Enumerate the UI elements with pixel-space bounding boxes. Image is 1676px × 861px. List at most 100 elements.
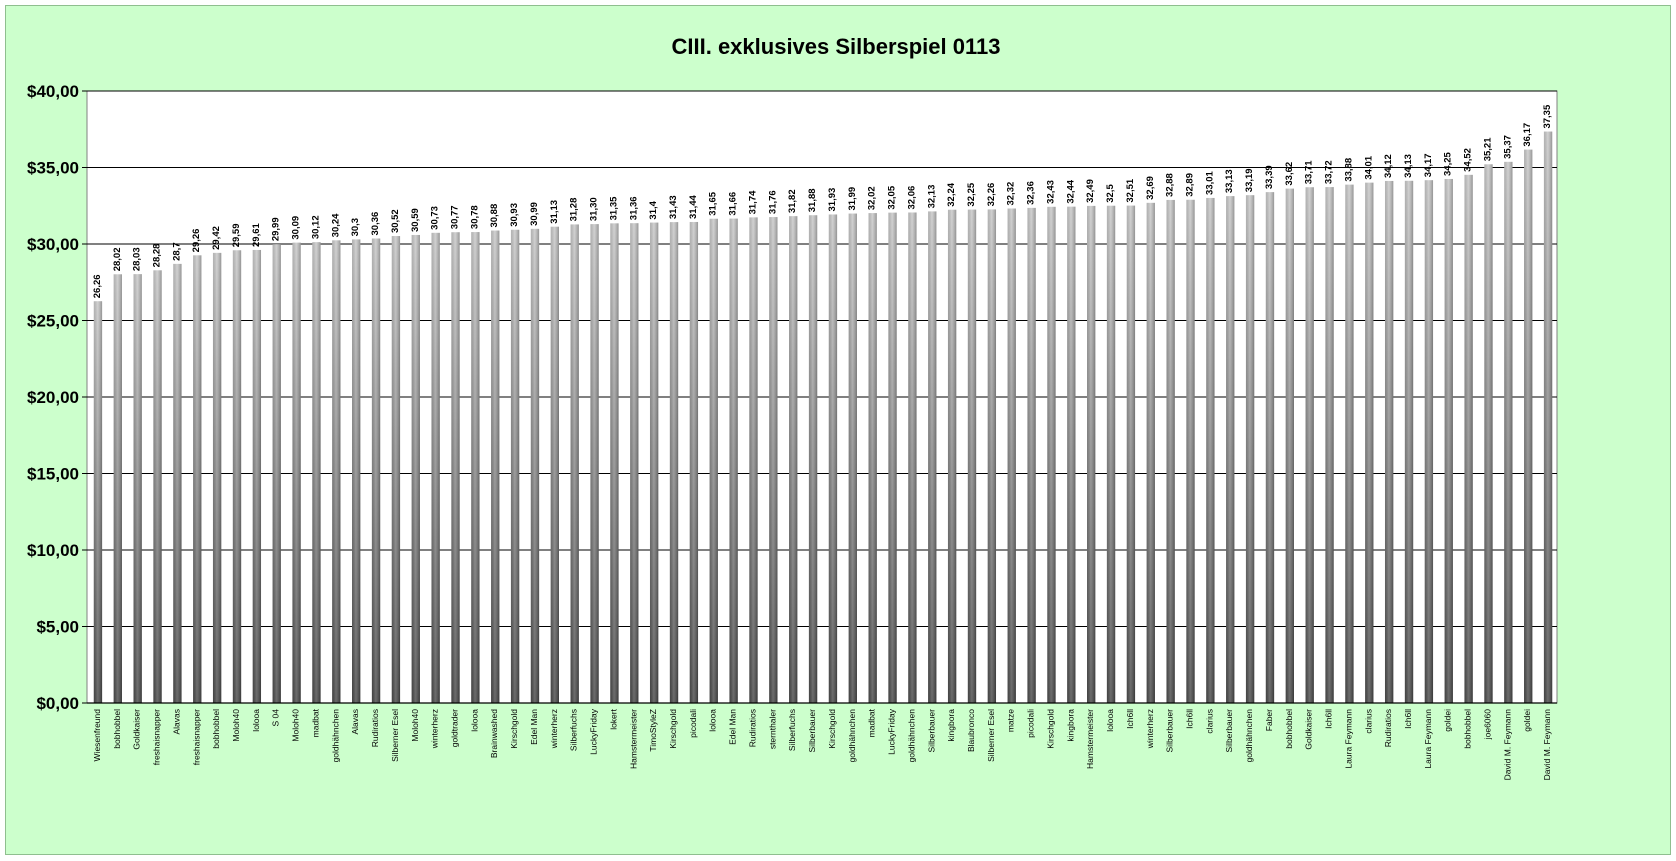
bar-shading xyxy=(173,263,182,703)
chart-title: CIII. exklusives Silberspiel 0113 xyxy=(672,34,1001,59)
data-label: 31,76 xyxy=(767,190,778,214)
data-label: 32,05 xyxy=(887,185,898,209)
x-tick-label: bobhobbel xyxy=(1284,709,1294,749)
x-tick-label: Silberbauer xyxy=(807,709,817,753)
x-tick-label: Rudiratios xyxy=(370,709,380,747)
x-tick-label: freshaisnapper xyxy=(191,709,201,765)
data-label: 31,88 xyxy=(807,188,818,212)
x-tick-label: Laura Feymann xyxy=(1343,709,1353,769)
data-label: 32,02 xyxy=(867,186,878,210)
x-tick-label: goldei xyxy=(1443,709,1453,732)
data-label: 31,74 xyxy=(747,190,758,214)
bar-shading xyxy=(93,301,103,703)
bar-shading xyxy=(1226,196,1235,703)
data-label: 33,01 xyxy=(1204,170,1215,194)
x-tick-label: Silberbauer xyxy=(1224,709,1234,753)
data-label: 33,72 xyxy=(1324,160,1335,184)
x-tick-label: matze xyxy=(1006,709,1016,732)
data-label: 37,35 xyxy=(1542,104,1553,128)
data-label: 29,42 xyxy=(211,226,222,250)
x-tick-label: Laura Feymann xyxy=(1423,709,1433,769)
bar-shading xyxy=(610,223,619,703)
bar-shading xyxy=(908,212,917,703)
data-label: 31,66 xyxy=(728,192,739,216)
data-label: 30,88 xyxy=(489,204,500,228)
bar-shading xyxy=(1325,187,1334,704)
data-label: 33,13 xyxy=(1224,169,1235,193)
x-tick-label: Blaubronco xyxy=(966,709,976,752)
x-tick-label: Kirschgold xyxy=(1045,709,1055,749)
data-label: 32,51 xyxy=(1125,178,1136,202)
data-label: 31,13 xyxy=(549,200,560,224)
data-label: 33,88 xyxy=(1343,158,1354,182)
x-tick-label: Hamstermeister xyxy=(1085,709,1095,769)
data-label: 30,52 xyxy=(390,209,401,233)
bar-shading xyxy=(570,224,579,703)
data-label: 28,03 xyxy=(132,247,143,271)
bar-shading xyxy=(510,229,520,703)
x-tick-label: bobhobbel xyxy=(211,709,221,749)
x-tick-label: winterherz xyxy=(549,709,559,749)
bar-shading xyxy=(431,232,440,703)
data-label: 32,06 xyxy=(906,186,917,210)
data-label: 32,49 xyxy=(1085,179,1096,203)
data-label: 32,89 xyxy=(1185,173,1196,197)
data-label: 29,26 xyxy=(191,229,202,253)
bar-shading xyxy=(1265,192,1275,703)
x-tick-label: goldhähnchen xyxy=(906,709,916,763)
data-label: 30,3 xyxy=(350,218,361,237)
data-label: 32,5 xyxy=(1105,184,1116,203)
bar-shading xyxy=(1106,205,1116,703)
bar-shading xyxy=(1424,180,1434,704)
data-label: 32,44 xyxy=(1065,179,1076,203)
data-label: 35,37 xyxy=(1502,135,1513,159)
bar-shading xyxy=(1007,208,1016,703)
plot-area: $0,00 $5,00 $10,00 $15,00 $20,00 $25,00 $30,00… xyxy=(27,82,1558,780)
x-tick-label: goldhähnchen xyxy=(1244,709,1254,763)
data-label: 33,71 xyxy=(1304,160,1315,184)
x-tick-label: clarius xyxy=(1204,709,1214,734)
bar-shading xyxy=(1345,184,1354,704)
x-tick-label: sternthaler xyxy=(767,709,777,749)
x-tick-label: Silberner Esel xyxy=(390,709,400,762)
data-label: 30,59 xyxy=(410,208,421,232)
data-label: 31,36 xyxy=(628,196,639,220)
bar-shading xyxy=(649,222,659,703)
data-label: 29,59 xyxy=(231,223,242,247)
bar-shading xyxy=(590,224,599,704)
bar-shading xyxy=(411,234,420,703)
x-tick-label: Ich6ll xyxy=(1185,709,1195,729)
bar-shading xyxy=(153,270,162,703)
bar-shading xyxy=(1126,205,1136,704)
x-tick-label: lolooa xyxy=(708,709,718,732)
x-tick-label: kingbora xyxy=(946,709,956,742)
bar-shading xyxy=(1027,207,1036,703)
y-tick-label: $15,00 xyxy=(27,465,79,484)
y-tick-label: $0,00 xyxy=(36,694,79,713)
x-tick-label: lokert xyxy=(608,708,618,729)
x-tick-label: Edel Man xyxy=(728,709,738,745)
data-label: 31,44 xyxy=(688,194,699,218)
bar-shading xyxy=(332,240,341,703)
data-label: 31,35 xyxy=(608,196,619,220)
data-label: 32,25 xyxy=(966,182,977,206)
x-tick-label: bobhobbel xyxy=(1463,709,1473,749)
x-tick-label: madbat xyxy=(867,708,877,737)
x-tick-label: TimoStyleZ xyxy=(648,709,658,752)
x-tick-label: kingbora xyxy=(1065,709,1075,742)
x-tick-label: Ich6ll xyxy=(1324,709,1334,729)
x-tick-label: LuckyFriday xyxy=(589,708,599,755)
bar-shading xyxy=(729,218,738,704)
y-tick-label: $10,00 xyxy=(27,541,79,560)
bar-shading xyxy=(1047,206,1056,704)
data-label: 31,43 xyxy=(668,195,679,219)
bar-shading xyxy=(967,209,977,703)
data-label: 30,09 xyxy=(291,216,302,240)
bar-shading xyxy=(1484,164,1493,704)
bar-shading xyxy=(113,274,122,703)
x-tick-label: bobhobbel xyxy=(112,709,122,749)
x-tick-label: lolooa xyxy=(469,709,479,732)
data-label: 31,4 xyxy=(648,200,659,219)
bar-shading xyxy=(391,236,401,703)
x-tick-label: Silberfuchs xyxy=(569,709,579,751)
